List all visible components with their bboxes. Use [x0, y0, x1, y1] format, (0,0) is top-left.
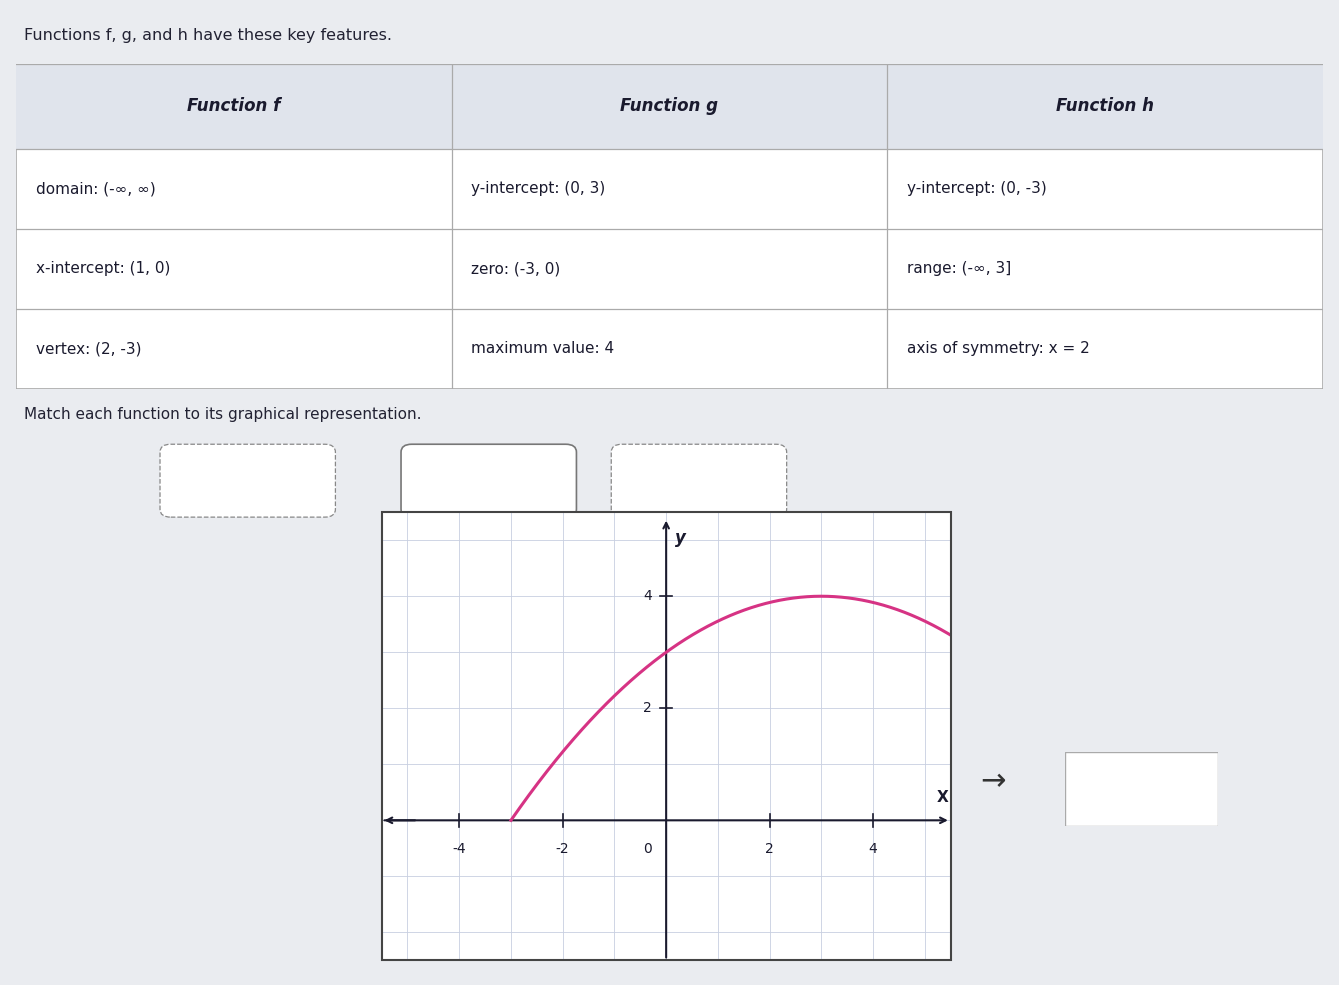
Text: 4: 4	[869, 841, 877, 856]
Text: 0: 0	[643, 841, 652, 856]
FancyBboxPatch shape	[888, 64, 1323, 149]
Text: axis of symmetry: x = 2: axis of symmetry: x = 2	[907, 342, 1090, 357]
Text: y-intercept: (0, 3): y-intercept: (0, 3)	[471, 181, 605, 196]
Text: domain: (-∞, ∞): domain: (-∞, ∞)	[36, 181, 155, 196]
Text: function h: function h	[450, 473, 528, 489]
FancyBboxPatch shape	[1065, 753, 1218, 825]
Text: vertex: (2, -3): vertex: (2, -3)	[36, 342, 141, 357]
Text: 2: 2	[643, 701, 652, 715]
Text: Function h: Function h	[1056, 98, 1154, 115]
Text: Match each function to its graphical representation.: Match each function to its graphical rep…	[24, 407, 422, 422]
Text: range: (-∞, 3]: range: (-∞, 3]	[907, 261, 1011, 277]
FancyBboxPatch shape	[612, 444, 787, 517]
Text: -2: -2	[556, 841, 569, 856]
Text: zero: (-3, 0): zero: (-3, 0)	[471, 261, 561, 277]
Text: Function f: Function f	[187, 98, 281, 115]
Text: function f: function f	[212, 473, 284, 489]
FancyBboxPatch shape	[161, 444, 336, 517]
Text: x-intercept: (1, 0): x-intercept: (1, 0)	[36, 261, 170, 277]
Text: Function g: Function g	[620, 98, 719, 115]
Text: y: y	[675, 529, 687, 547]
FancyBboxPatch shape	[451, 64, 888, 149]
Text: X: X	[937, 790, 949, 805]
Text: y-intercept: (0, -3): y-intercept: (0, -3)	[907, 181, 1047, 196]
Text: 4: 4	[643, 589, 652, 603]
Text: Functions f, g, and h have these key features.: Functions f, g, and h have these key fea…	[24, 28, 392, 42]
Text: -4: -4	[453, 841, 466, 856]
Text: maximum value: 4: maximum value: 4	[471, 342, 615, 357]
FancyBboxPatch shape	[16, 64, 1323, 389]
Text: 2: 2	[766, 841, 774, 856]
FancyBboxPatch shape	[16, 64, 451, 149]
Text: function g: function g	[660, 473, 738, 489]
FancyBboxPatch shape	[402, 444, 576, 517]
Text: →: →	[980, 766, 1006, 796]
